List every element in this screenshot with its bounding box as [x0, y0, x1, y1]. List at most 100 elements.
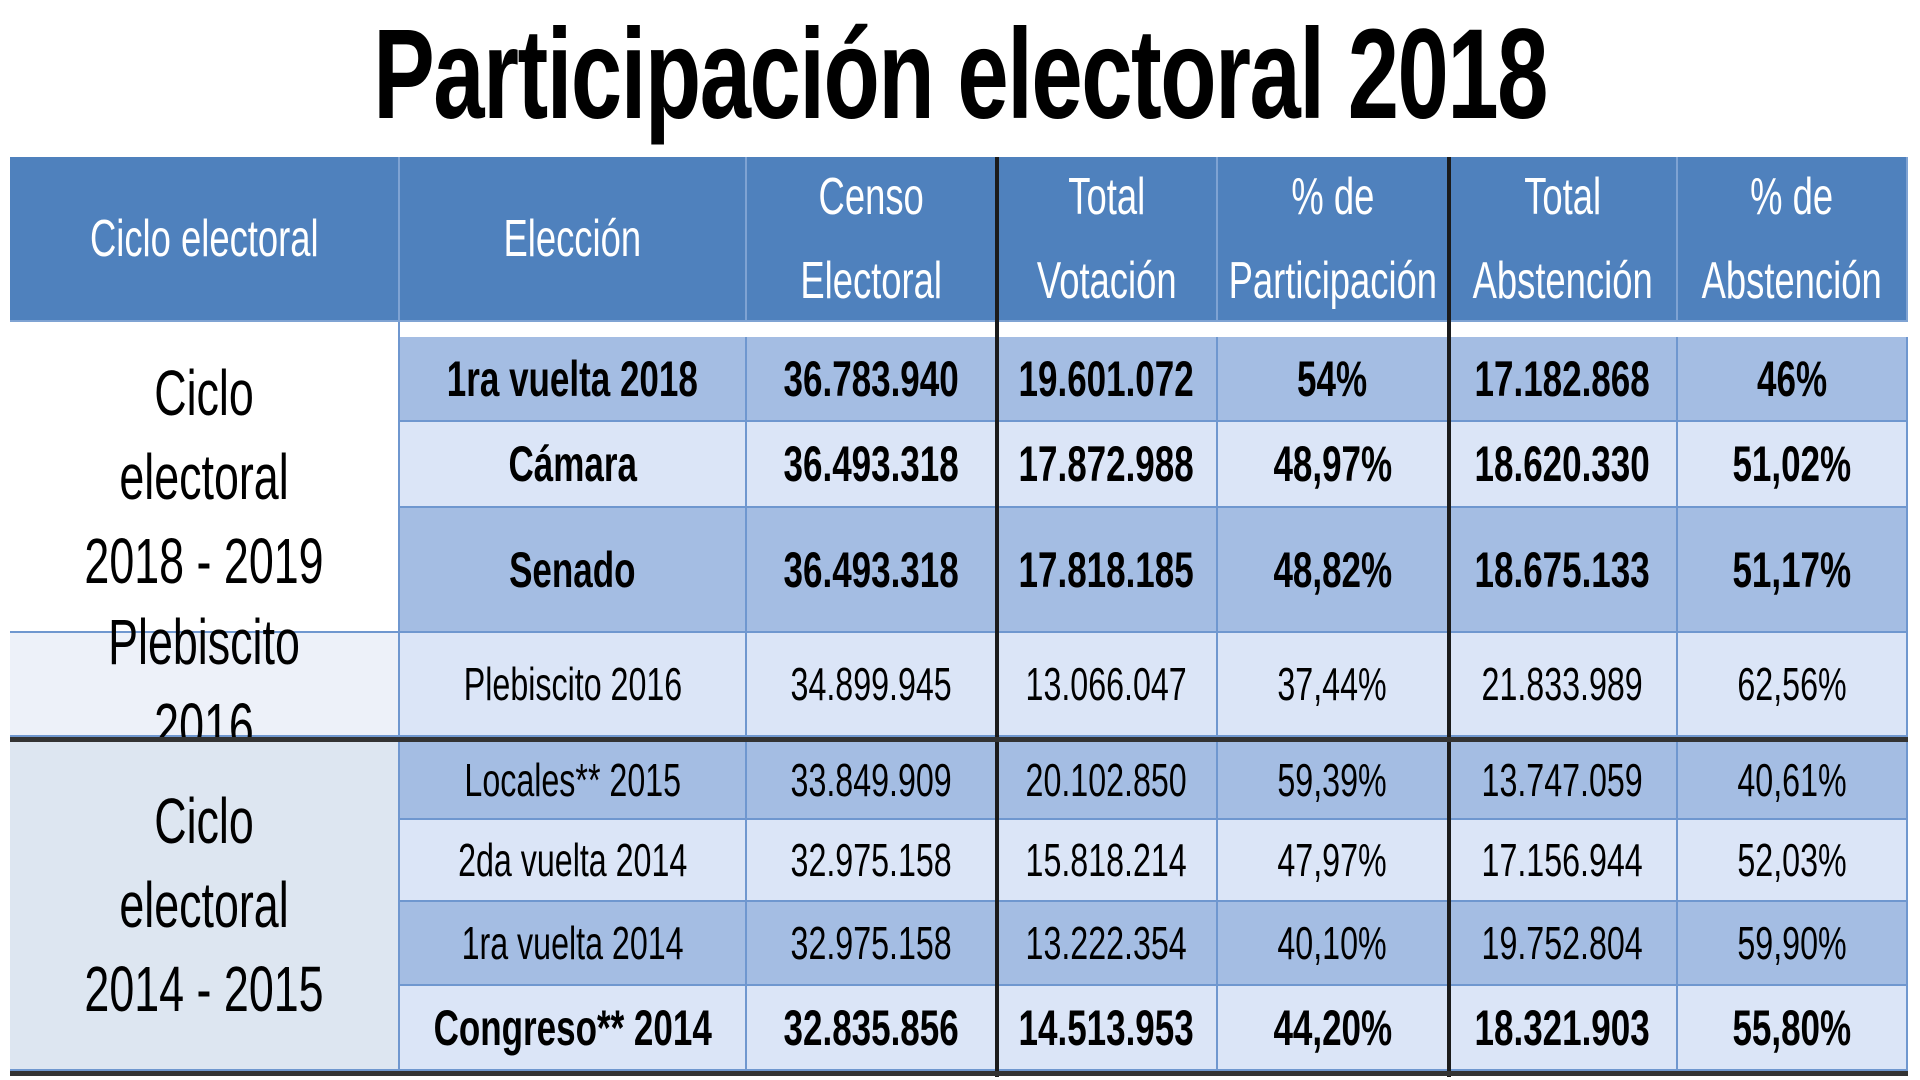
election-name-text: 2da vuelta 2014 — [457, 834, 688, 886]
value-cell-text: 32.975.158 — [790, 917, 952, 969]
value-cell-text: 21.833.989 — [1481, 658, 1644, 710]
value-cell-text: 14.513.953 — [1018, 999, 1195, 1056]
cycle-label: Plebiscito 2016 — [10, 606, 400, 762]
value-cell: 46% — [1678, 337, 1908, 422]
value-cell-text: 52,03% — [1737, 834, 1847, 886]
value-cell: 36.783.940 — [747, 337, 997, 422]
election-name: 2da vuelta 2014 — [400, 820, 747, 902]
value-cell-text: 17.818.185 — [1018, 541, 1195, 598]
election-name: Cámara — [400, 422, 747, 508]
value-cell-text: 59,90% — [1737, 917, 1847, 969]
header-cell: Total Votación — [997, 157, 1218, 322]
row-divider — [10, 737, 1908, 742]
value-cell-text: 40,61% — [1737, 753, 1847, 806]
header-cell-text: % de Abstención — [1701, 167, 1883, 310]
value-cell-text: 13.747.059 — [1481, 753, 1644, 806]
header-cell: Censo Electoral — [747, 157, 997, 322]
value-cell-text: 34.899.945 — [790, 658, 952, 710]
value-cell-text: 37,44% — [1277, 658, 1388, 710]
value-cell: 18.620.330 — [1449, 422, 1678, 508]
value-cell-text: 47,97% — [1277, 834, 1388, 886]
value-cell: 36.493.318 — [747, 508, 997, 633]
header-cell-text: Total Abstención — [1472, 167, 1653, 310]
value-cell: 13.066.047 — [997, 633, 1218, 737]
value-cell: 14.513.953 — [997, 986, 1218, 1071]
header-cell: Elección — [400, 157, 747, 322]
election-name-text: Plebiscito 2016 — [463, 658, 682, 710]
value-cell: 59,39% — [1218, 741, 1449, 820]
value-cell-text: 36.493.318 — [783, 436, 959, 492]
value-cell: 51,17% — [1678, 508, 1908, 633]
header-cell-text: % de Participación — [1228, 167, 1437, 310]
value-cell: 51,02% — [1678, 422, 1908, 508]
value-cell: 40,61% — [1678, 741, 1908, 820]
value-cell-text: 32.835.856 — [783, 999, 959, 1056]
header-gap — [10, 322, 1908, 337]
title-text: Participación electoral 2018 — [373, 3, 1548, 146]
value-cell-text: 48,97% — [1273, 436, 1392, 492]
value-cell-text: 46% — [1756, 350, 1828, 407]
election-name: Locales** 2015 — [400, 741, 747, 820]
value-cell: 18.321.903 — [1449, 986, 1678, 1071]
value-cell-text: 62,56% — [1737, 658, 1847, 710]
value-cell-text: 36.493.318 — [783, 541, 959, 598]
value-cell-text: 13.222.354 — [1025, 917, 1188, 969]
election-name-text: Locales** 2015 — [464, 753, 681, 806]
header-cell-text: Ciclo electoral — [89, 209, 319, 268]
header-cell: % de Abstención — [1678, 157, 1908, 322]
value-cell-text: 36.783.940 — [783, 350, 959, 407]
header-cell-text: Total Votación — [1036, 167, 1177, 310]
value-cell: 18.675.133 — [1449, 508, 1678, 633]
header-cell: Ciclo electoral — [10, 157, 400, 322]
election-name: Congreso** 2014 — [400, 986, 747, 1071]
value-cell-text: 44,20% — [1273, 999, 1392, 1056]
page-title: Participación electoral 2018 — [0, 0, 1920, 150]
value-cell: 19.601.072 — [997, 337, 1218, 422]
value-cell: 34.899.945 — [747, 633, 997, 737]
row-divider — [10, 1071, 1908, 1076]
column-divider — [1447, 157, 1451, 1077]
value-cell: 17.156.944 — [1449, 820, 1678, 902]
value-cell: 19.752.804 — [1449, 902, 1678, 986]
value-cell-text: 15.818.214 — [1025, 834, 1188, 886]
election-name-text: Congreso** 2014 — [433, 999, 712, 1056]
cycle-label: Ciclo electoral 2018 - 2019 — [10, 322, 400, 633]
election-name: 1ra vuelta 2014 — [400, 902, 747, 986]
value-cell: 20.102.850 — [997, 741, 1218, 820]
value-cell: 62,56% — [1678, 633, 1908, 737]
header-cell-text: Censo Electoral — [800, 167, 942, 310]
value-cell-text: 54% — [1297, 350, 1368, 407]
value-cell: 13.222.354 — [997, 902, 1218, 986]
cycle-label-text: Ciclo electoral 2014 - 2015 — [84, 785, 324, 1025]
value-cell: 32.975.158 — [747, 902, 997, 986]
election-name-text: 1ra vuelta 2018 — [446, 350, 699, 407]
value-cell-text: 19.601.072 — [1018, 350, 1195, 407]
cycle-label: Ciclo electoral 2014 - 2015 — [10, 741, 400, 1071]
header-cell: Total Abstención — [1449, 157, 1678, 322]
value-cell-text: 18.620.330 — [1474, 436, 1651, 492]
value-cell-text: 17.156.944 — [1481, 834, 1644, 886]
value-cell-text: 48,82% — [1273, 541, 1392, 598]
value-cell: 17.182.868 — [1449, 337, 1678, 422]
value-cell: 55,80% — [1678, 986, 1908, 1071]
value-cell-text: 18.321.903 — [1474, 999, 1651, 1056]
value-cell-text: 18.675.133 — [1474, 541, 1651, 598]
value-cell-text: 40,10% — [1277, 917, 1388, 969]
value-cell-text: 51,17% — [1732, 541, 1852, 598]
value-cell-text: 17.872.988 — [1018, 436, 1195, 492]
election-name: Plebiscito 2016 — [400, 633, 747, 737]
value-cell: 36.493.318 — [747, 422, 997, 508]
value-cell: 48,82% — [1218, 508, 1449, 633]
election-name: Senado — [400, 508, 747, 633]
value-cell-text: 13.066.047 — [1025, 658, 1188, 710]
value-cell-text: 51,02% — [1732, 436, 1852, 492]
value-cell: 44,20% — [1218, 986, 1449, 1071]
value-cell: 48,97% — [1218, 422, 1449, 508]
value-cell: 33.849.909 — [747, 741, 997, 820]
value-cell: 52,03% — [1678, 820, 1908, 902]
cycle-label-text: Ciclo electoral 2018 - 2019 — [84, 356, 324, 597]
header-cell: % de Participación — [1218, 157, 1449, 322]
value-cell: 17.818.185 — [997, 508, 1218, 633]
value-cell: 21.833.989 — [1449, 633, 1678, 737]
header-cell-text: Elección — [503, 209, 642, 268]
